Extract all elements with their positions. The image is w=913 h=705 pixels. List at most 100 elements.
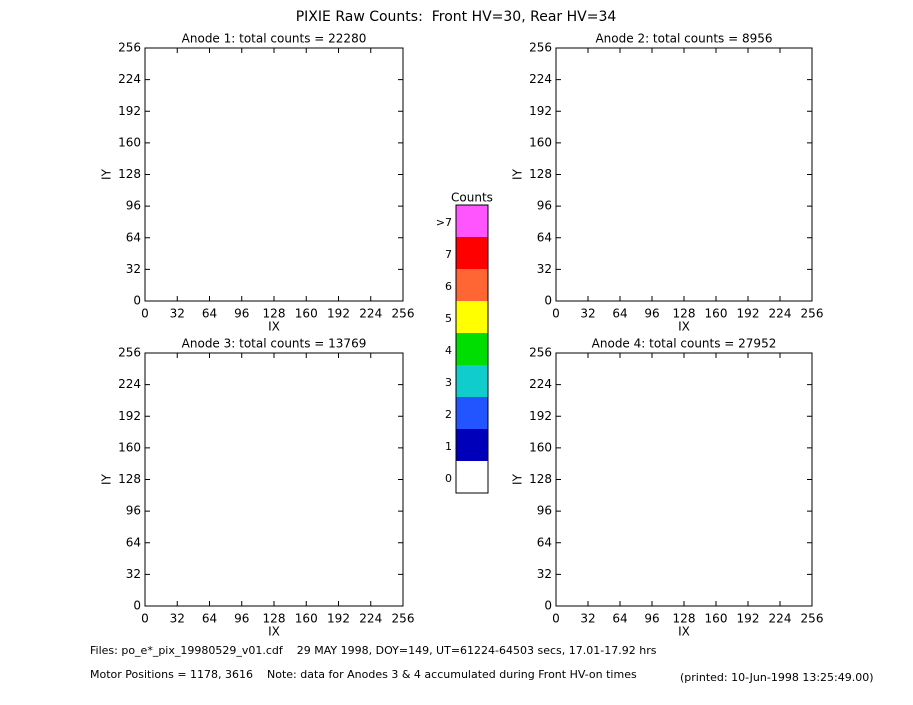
y-axis-label: IY	[511, 473, 525, 485]
colorbar-swatch	[456, 397, 488, 429]
x-tick-label: 256	[801, 612, 824, 626]
y-tick-label: 192	[118, 409, 141, 423]
y-tick-label: 256	[529, 41, 552, 55]
y-tick-label: 256	[118, 346, 141, 360]
x-tick-label: 160	[705, 612, 728, 626]
y-tick-label: 224	[118, 377, 141, 391]
y-tick-label: 160	[529, 135, 552, 149]
y-tick-label: 32	[126, 262, 141, 276]
x-tick-label: 128	[673, 307, 696, 321]
footer-files: Files: po_e*_pix_19980529_v01.cdf 29 MAY…	[90, 644, 657, 657]
y-tick-label: 192	[118, 104, 141, 118]
x-axis-label: IX	[678, 320, 690, 334]
x-tick-label: 0	[141, 307, 149, 321]
plot-frame	[144, 352, 404, 607]
y-tick-label: 256	[529, 346, 552, 360]
colorbar-label: 4	[445, 344, 452, 357]
y-tick-label: 96	[126, 504, 141, 518]
x-tick-label: 256	[392, 612, 415, 626]
y-tick-label: 0	[133, 599, 141, 613]
y-tick-label: 64	[537, 230, 552, 244]
x-tick-label: 64	[612, 307, 627, 321]
y-tick-label: 96	[126, 199, 141, 213]
y-axis-label: IY	[511, 168, 525, 180]
y-tick-label: 160	[529, 440, 552, 454]
colorbar-swatch	[456, 269, 488, 301]
x-tick-label: 64	[202, 307, 217, 321]
colorbar-swatch	[456, 237, 488, 269]
colorbar-swatch	[456, 429, 488, 461]
x-tick-label: 224	[359, 307, 382, 321]
y-tick-label: 128	[529, 472, 552, 486]
colorbar-swatch	[456, 205, 488, 237]
y-tick-label: 32	[537, 567, 552, 581]
y-tick-label: 192	[529, 409, 552, 423]
colorbar-label: >7	[436, 216, 452, 229]
colorbar-swatch	[456, 301, 488, 333]
colorbar-frame	[455, 204, 489, 494]
y-tick-label: 224	[529, 377, 552, 391]
x-tick-label: 256	[801, 307, 824, 321]
y-tick-label: 64	[126, 230, 141, 244]
x-axis-label: IX	[268, 625, 280, 639]
x-axis-label: IX	[268, 320, 280, 334]
x-tick-label: 224	[359, 612, 382, 626]
y-tick-label: 160	[118, 440, 141, 454]
panel-title: Anode 3: total counts = 13769	[182, 337, 367, 351]
panel-title: Anode 4: total counts = 27952	[592, 337, 777, 351]
colorbar-swatch	[456, 333, 488, 365]
x-tick-label: 96	[644, 307, 659, 321]
colorbar-label: 2	[445, 408, 452, 421]
panel-title: Anode 1: total counts = 22280	[182, 32, 367, 46]
y-tick-label: 64	[126, 535, 141, 549]
y-axis-label: IY	[100, 473, 114, 485]
x-tick-label: 0	[552, 612, 560, 626]
plot-frame	[144, 47, 404, 302]
x-tick-label: 0	[141, 612, 149, 626]
y-tick-label: 128	[118, 167, 141, 181]
x-tick-label: 32	[580, 307, 595, 321]
colorbar-label: 3	[445, 376, 452, 389]
y-tick-label: 96	[537, 199, 552, 213]
y-tick-label: 64	[537, 535, 552, 549]
x-tick-label: 192	[327, 612, 350, 626]
x-tick-label: 128	[263, 612, 286, 626]
colorbar-label: 6	[445, 280, 452, 293]
x-tick-label: 96	[234, 307, 249, 321]
colorbar-label: 7	[445, 248, 452, 261]
x-tick-label: 32	[170, 307, 185, 321]
colorbar-label: 0	[445, 472, 452, 485]
y-tick-label: 128	[118, 472, 141, 486]
colorbar-swatch	[456, 365, 488, 397]
x-tick-label: 192	[737, 612, 760, 626]
x-tick-label: 128	[263, 307, 286, 321]
x-tick-label: 224	[769, 612, 792, 626]
page-title: PIXIE Raw Counts: Front HV=30, Rear HV=3…	[296, 9, 617, 25]
x-tick-label: 96	[644, 612, 659, 626]
y-tick-label: 224	[118, 72, 141, 86]
colorbar-swatch	[456, 461, 488, 493]
y-tick-label: 0	[544, 599, 552, 613]
x-tick-label: 160	[705, 307, 728, 321]
y-axis-label: IY	[100, 168, 114, 180]
x-axis-label: IX	[678, 625, 690, 639]
x-tick-label: 256	[392, 307, 415, 321]
x-tick-label: 64	[612, 612, 627, 626]
x-tick-label: 96	[234, 612, 249, 626]
y-tick-label: 192	[529, 104, 552, 118]
x-tick-label: 32	[580, 612, 595, 626]
y-tick-label: 0	[544, 294, 552, 308]
y-tick-label: 0	[133, 294, 141, 308]
x-tick-label: 224	[769, 307, 792, 321]
y-tick-label: 160	[118, 135, 141, 149]
y-tick-label: 256	[118, 41, 141, 55]
x-tick-label: 192	[737, 307, 760, 321]
footer-motor: Motor Positions = 1178, 3616 Note: data …	[90, 668, 637, 681]
y-tick-label: 32	[126, 567, 141, 581]
panel-title: Anode 2: total counts = 8956	[595, 32, 772, 46]
footer-printed: (printed: 10-Jun-1998 13:25:49.00)	[680, 671, 874, 684]
x-tick-label: 192	[327, 307, 350, 321]
x-tick-label: 64	[202, 612, 217, 626]
x-tick-label: 128	[673, 612, 696, 626]
